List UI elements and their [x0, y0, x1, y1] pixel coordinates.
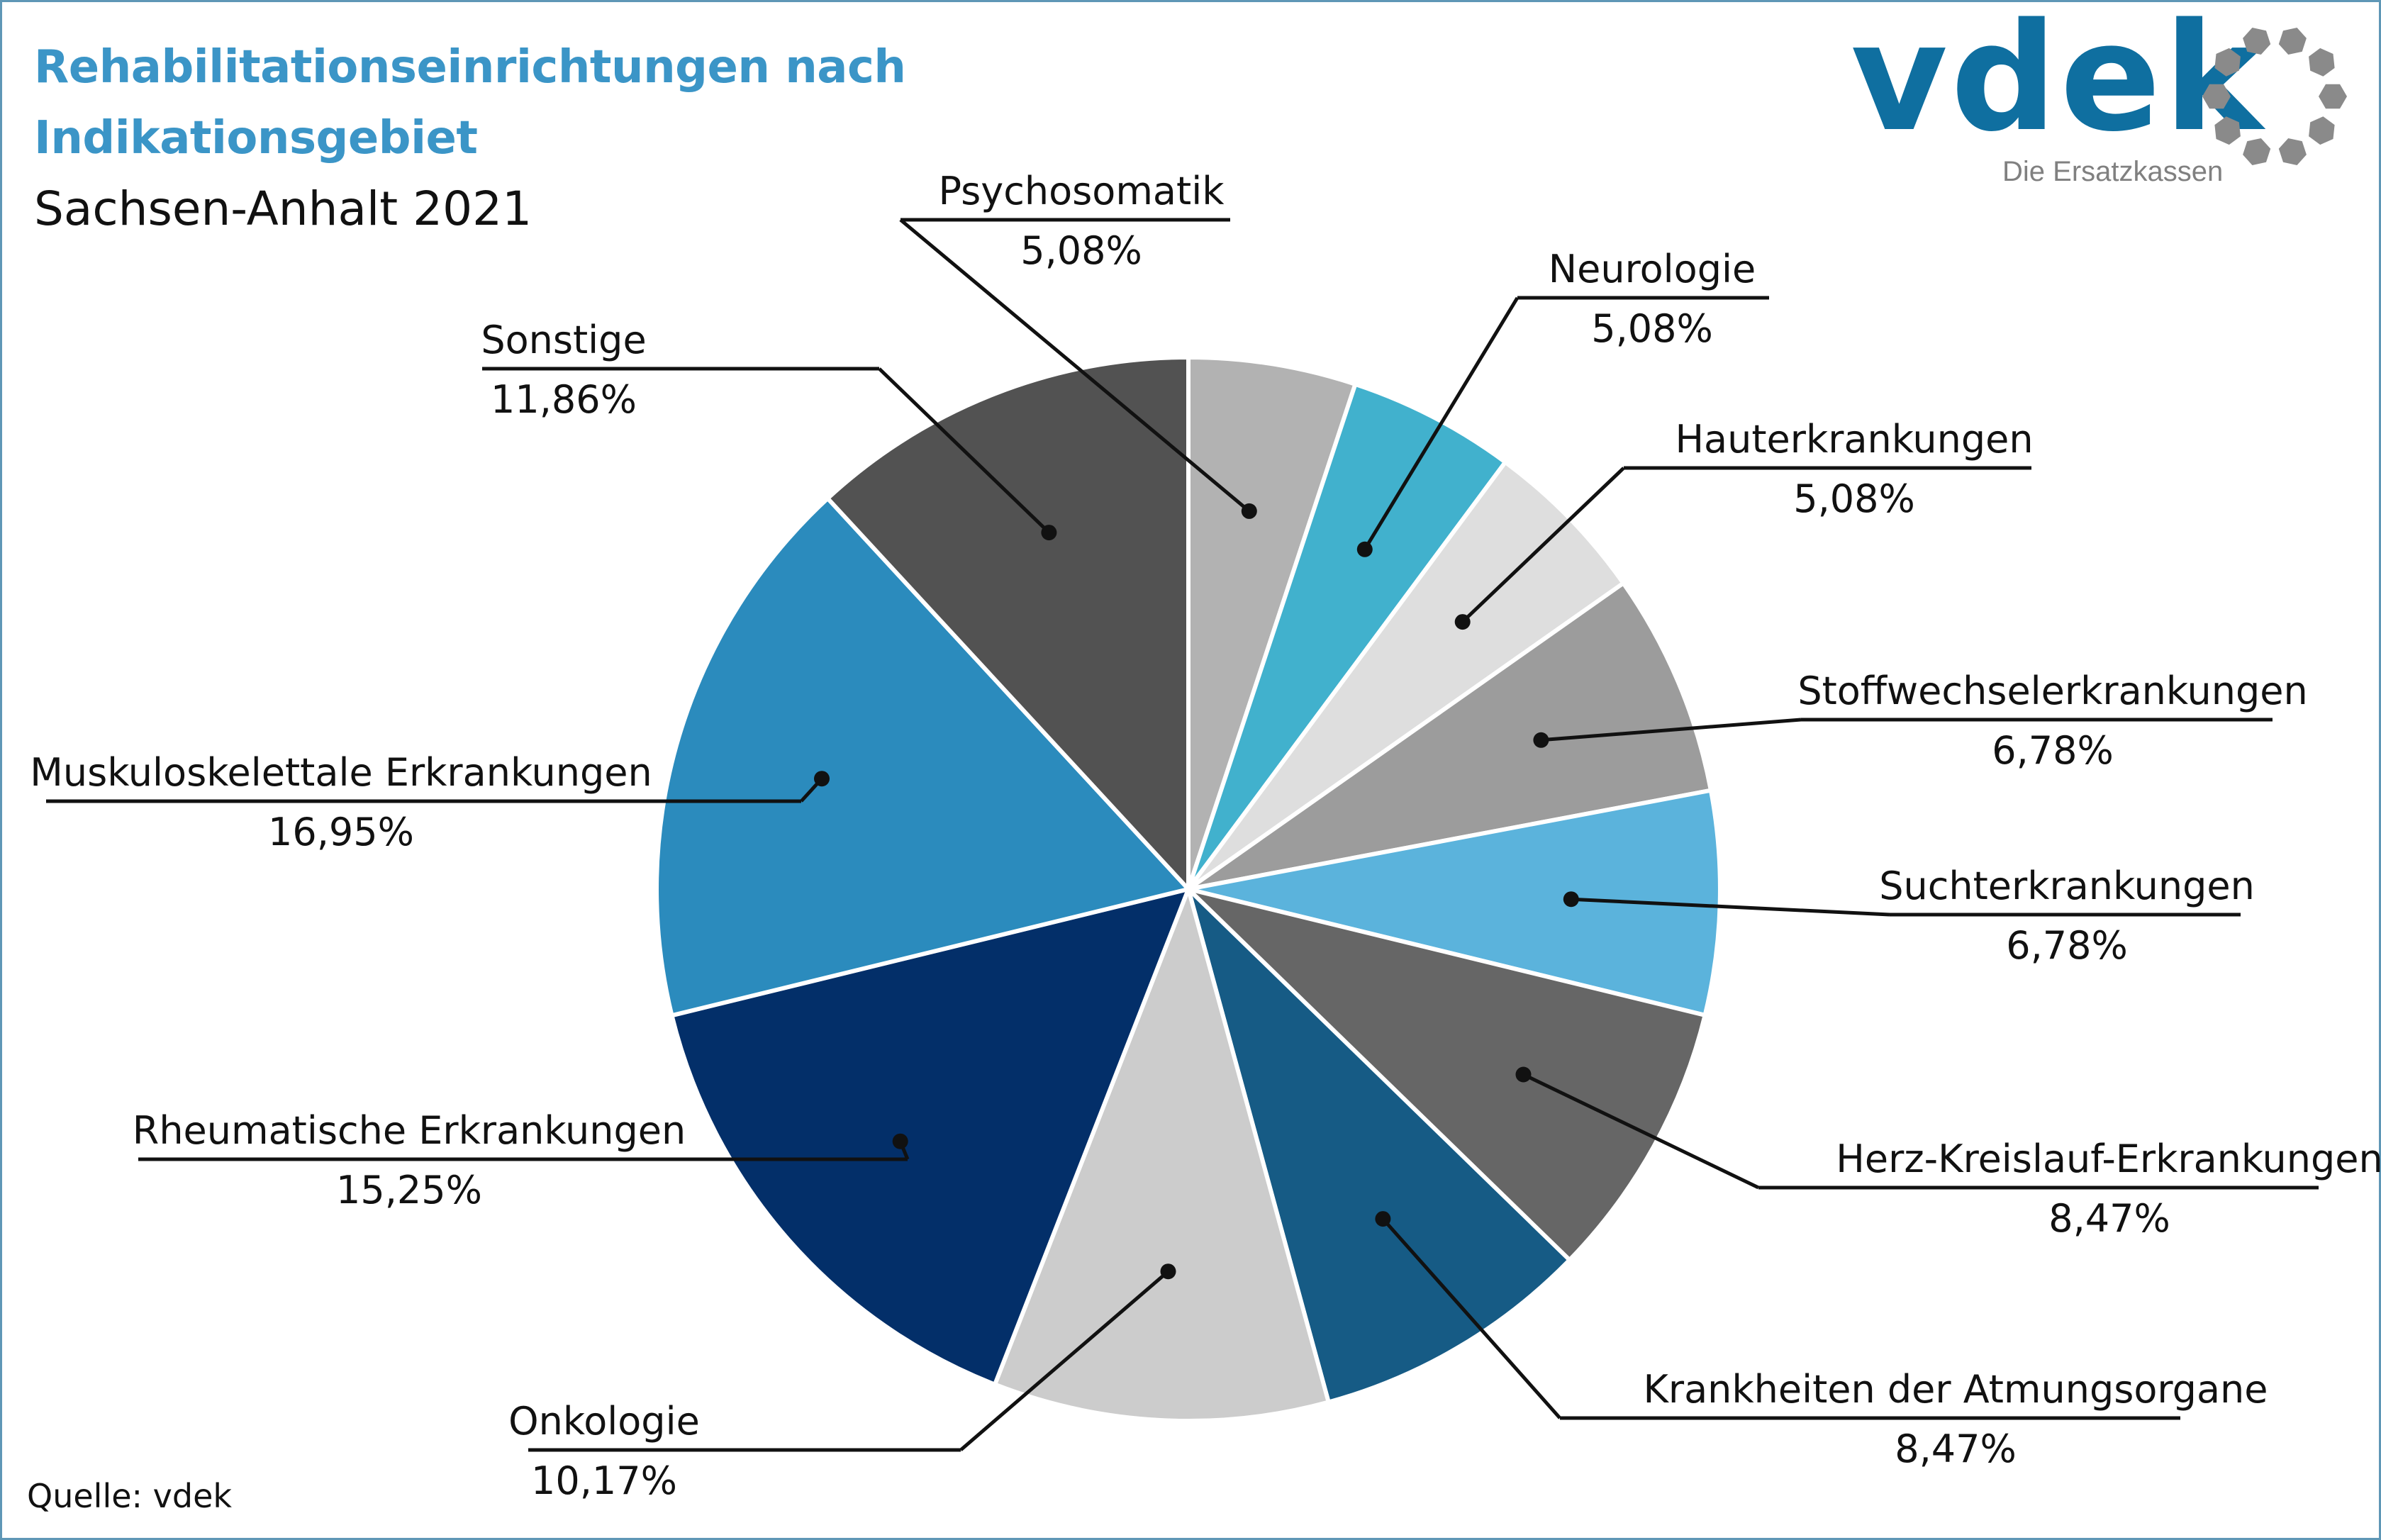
leader-line-onkologie — [959, 1270, 1170, 1451]
leader-dot-sonstige — [1041, 525, 1057, 541]
pie-slice-muskuloskelettale-erkrankungen — [654, 495, 1193, 1018]
slice-value-stoffwechselerkrankungen: 6,78% — [1992, 728, 2114, 773]
slice-value-neurologie: 5,08% — [1591, 306, 1713, 351]
logo-hexagon — [2319, 84, 2347, 109]
logo-hexagon — [2243, 138, 2271, 165]
leader-dot-stoffwechselerkrankungen — [1533, 732, 1549, 748]
logo-hexagon — [2202, 84, 2231, 109]
slice-label-hauterkrankungen: Hauterkrankungen — [1675, 417, 2033, 462]
slice-label-onkologie: Onkologie — [508, 1399, 700, 1444]
leader-line-neurologie — [1363, 296, 1520, 551]
logo-wordmark: vdek — [1851, 0, 2266, 164]
logo-hexagon — [2214, 116, 2241, 145]
slice-label-krankheiten-der-atmungsorgane: Krankheiten der Atmungsorgane — [1643, 1367, 2268, 1412]
chart-title-line-2: Indikationsgebiet — [34, 112, 478, 164]
pie-slice-krankheiten-der-atmungsorgane — [1184, 882, 1573, 1405]
logo-tagline: Die Ersatzkassen — [2002, 156, 2224, 187]
slice-value-onkologie: 10,17% — [531, 1458, 677, 1503]
pie-slice-stoffwechselerkrankungen — [1187, 580, 1714, 891]
pie-slice-suchterkrankungen — [1188, 788, 1722, 1018]
logo-ring-icon — [2202, 28, 2347, 165]
slice-value-herz-kreislauf-erkrankungen: 8,47% — [2048, 1196, 2170, 1241]
leader-dot-onkologie — [1160, 1263, 1176, 1280]
leader-dot-neurologie — [1356, 541, 1373, 557]
leader-line-sonstige — [878, 367, 1051, 534]
slice-value-suchterkrankungen: 6,78% — [2006, 923, 2128, 968]
slice-label-psychosomatik: Psychosomatik — [939, 169, 1225, 213]
slice-value-hauterkrankungen: 5,08% — [1793, 476, 1915, 521]
leader-line-krankheiten-der-atmungsorgane — [1381, 1217, 1561, 1419]
chart-subtitle: Sachsen-Anhalt 2021 — [34, 182, 532, 236]
chart-title-line-1: Rehabilitationseinrichtungen nach — [34, 41, 906, 94]
leader-dot-krankheiten-der-atmungsorgane — [1375, 1211, 1391, 1227]
leader-dot-rheumatische-erkrankungen — [892, 1133, 908, 1149]
logo-hexagon — [2309, 116, 2335, 145]
slice-label-rheumatische-erkrankungen: Rheumatische Erkrankungen — [133, 1108, 686, 1153]
slice-value-sonstige: 11,86% — [491, 377, 637, 422]
vdek-logo: vdek Die Ersatzkassen — [1836, 0, 2368, 206]
logo-hexagon — [2278, 138, 2307, 165]
slice-labels: Psychosomatik 5,08% Neurologie 5,08% Hauterk… — [30, 169, 2381, 1503]
leader-line-suchterkrankungen — [1571, 897, 1890, 917]
pie-slice-herz-kreislauf-erkrankungen — [1181, 885, 1708, 1263]
source-note: Quelle: vdek — [27, 1477, 233, 1515]
logo-hexagon — [2214, 48, 2241, 77]
leader-dot-suchterkrankungen — [1563, 891, 1579, 908]
slice-label-herz-kreislauf-erkrankungen: Herz-Kreislauf-Erkrankungen — [1836, 1137, 2381, 1181]
slice-label-muskuloskelettale-erkrankungen: Muskuloskelettale Erkrankungen — [30, 750, 652, 795]
leader-lines — [46, 218, 2319, 1452]
leader-line-stoffwechselerkrankungen — [1541, 718, 1802, 742]
slice-label-neurologie: Neurologie — [1549, 247, 1756, 291]
slice-value-psychosomatik: 5,08% — [1020, 228, 1142, 273]
leader-dot-herz-kreislauf-erkrankungen — [1515, 1066, 1532, 1083]
logo-hexagon — [2278, 28, 2307, 55]
slice-label-sonstige: Sonstige — [481, 318, 646, 362]
slice-value-rheumatische-erkrankungen: 15,25% — [336, 1168, 482, 1212]
pie-slice-neurologie — [1186, 381, 1509, 891]
slice-label-stoffwechselerkrankungen: Stoffwechselerkrankungen — [1797, 669, 2307, 713]
logo-hexagon — [2243, 28, 2271, 55]
slice-label-suchterkrankungen: Suchterkrankungen — [1879, 864, 2255, 908]
pie-slice-rheumatische-erkrankungen — [669, 886, 1192, 1388]
logo-hexagon — [2309, 48, 2335, 77]
pie-slices — [654, 355, 1722, 1424]
leader-dot-muskuloskelettale-erkrankungen — [814, 771, 830, 787]
leader-line-psychosomatik — [899, 218, 1251, 513]
leader-dot-hauterkrankungen — [1454, 614, 1471, 630]
leader-line-hauterkrankungen — [1461, 467, 1625, 623]
leader-line-herz-kreislauf-erkrankungen — [1522, 1073, 1760, 1190]
pie-slice-sonstige — [825, 355, 1190, 895]
leader-dot-psychosomatik — [1241, 503, 1257, 519]
slice-value-krankheiten-der-atmungsorgane: 8,47% — [1895, 1427, 2017, 1471]
slice-value-muskuloskelettale-erkrankungen: 16,95% — [268, 810, 414, 854]
pie-slice-onkologie — [992, 882, 1332, 1424]
